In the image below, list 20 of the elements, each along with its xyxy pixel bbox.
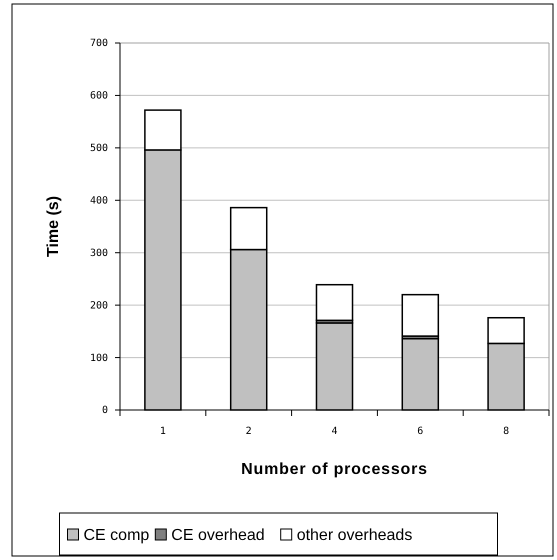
y-tick-label: 0 bbox=[102, 405, 108, 416]
y-tick-label: 500 bbox=[90, 143, 108, 154]
y-axis-title: Time (s) bbox=[45, 196, 62, 258]
x-tick-label: 4 bbox=[331, 426, 338, 437]
x-axis-title: Number of processors bbox=[241, 461, 428, 478]
x-tick-label: 1 bbox=[160, 426, 166, 437]
bar bbox=[402, 294, 440, 337]
x-tick-label: 8 bbox=[503, 426, 510, 437]
bar bbox=[316, 284, 354, 322]
legend-label: other overheads bbox=[296, 527, 412, 544]
y-tick-label: 100 bbox=[90, 352, 108, 364]
y-tick-label: 300 bbox=[90, 248, 108, 259]
y-tick-label: 600 bbox=[90, 90, 108, 102]
legend-label: CE overhead bbox=[171, 527, 265, 544]
x-tick-label: 6 bbox=[417, 426, 424, 437]
y-tick-label: 700 bbox=[90, 38, 108, 50]
x-tick-label: 2 bbox=[246, 426, 252, 437]
legend-label: CE comp bbox=[84, 527, 150, 544]
y-tick-label: 400 bbox=[90, 195, 108, 206]
y-tick-label: 200 bbox=[90, 300, 108, 312]
